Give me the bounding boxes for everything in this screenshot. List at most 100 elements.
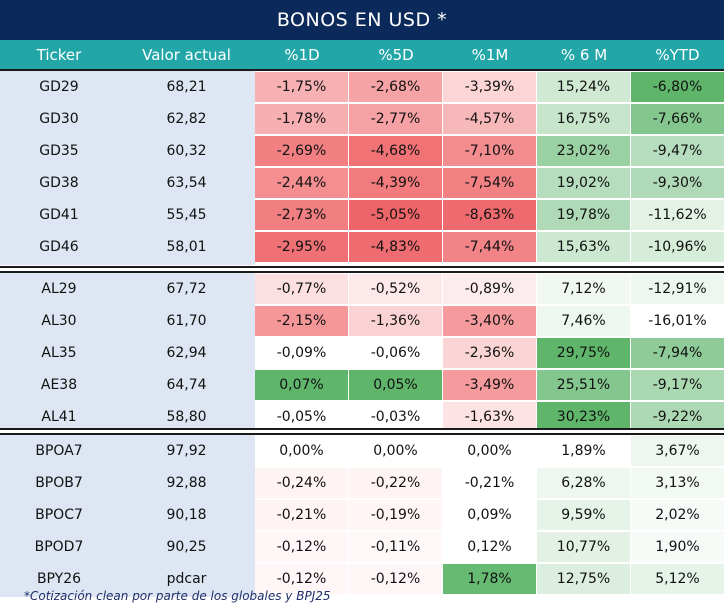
pct-5d-cell: -4,83% <box>349 232 442 262</box>
pct-6m-cell: 16,75% <box>537 104 630 134</box>
table-row: BPOD7 90,25 -0,12% -0,11% 0,12% 10,77% 1,90% <box>0 531 724 563</box>
table-row: BPOB7 92,88 -0,24% -0,22% -0,21% 6,28% 3,13% <box>0 467 724 499</box>
ticker-cell: BPY26 <box>36 571 82 587</box>
value-cell: 60,32 <box>166 143 207 159</box>
pct-1d-cell: 0,00% <box>255 436 348 466</box>
ticker-cell: GD41 <box>39 207 79 223</box>
pct-ytd-cell: 1,90% <box>631 532 724 562</box>
table-row: GD35 60,32 -2,69% -4,68% -7,10% 23,02% -9,47% <box>0 135 724 167</box>
ticker-cell: AL35 <box>41 345 77 361</box>
value-cell: 64,74 <box>166 377 207 393</box>
ticker-cell: BPOA7 <box>35 443 83 459</box>
pct-6m-cell: 15,24% <box>537 72 630 102</box>
pct-ytd-cell: -16,01% <box>631 306 724 336</box>
table-row: AL29 67,72 -0,77% -0,52% -0,89% 7,12% -12,91% <box>0 273 724 305</box>
table-row: AL35 62,94 -0,09% -0,06% -2,36% 29,75% -7,94% <box>0 337 724 369</box>
value-cell: 61,70 <box>166 313 207 329</box>
value-cell: 67,72 <box>166 281 207 297</box>
pct-ytd-cell: -9,17% <box>631 370 724 400</box>
ticker-cell: GD46 <box>39 239 79 255</box>
table-row: AE38 64,74 0,07% 0,05% -3,49% 25,51% -9,17% <box>0 369 724 401</box>
pct-6m-cell: 29,75% <box>537 338 630 368</box>
pct-6m-cell: 1,89% <box>537 436 630 466</box>
value-cell: 63,54 <box>166 175 207 191</box>
pct-1d-cell: -0,77% <box>255 274 348 304</box>
pct-1d-cell: -2,44% <box>255 168 348 198</box>
ticker-cell: GD29 <box>39 79 79 95</box>
header-6m: % 6 M <box>560 45 608 64</box>
pct-ytd-cell: 2,02% <box>631 500 724 530</box>
header-1m: %1M <box>471 45 509 64</box>
pct-1m-cell: -7,54% <box>443 168 536 198</box>
pct-5d-cell: -2,68% <box>349 72 442 102</box>
value-cell: pdcar <box>166 571 207 587</box>
value-cell: 90,25 <box>166 539 207 555</box>
header-ytd: %YTD <box>655 45 700 64</box>
pct-1m-cell: 0,12% <box>443 532 536 562</box>
value-cell: 68,21 <box>166 79 207 95</box>
pct-5d-cell: -0,19% <box>349 500 442 530</box>
pct-ytd-cell: 5,12% <box>631 564 724 594</box>
table-row: GD46 58,01 -2,95% -4,83% -7,44% 15,63% -10,96% <box>0 231 724 263</box>
value-cell: 62,94 <box>166 345 207 361</box>
pct-1d-cell: -2,15% <box>255 306 348 336</box>
pct-5d-cell: -0,12% <box>349 564 442 594</box>
value-cell: 90,18 <box>166 507 207 523</box>
table-row: GD38 63,54 -2,44% -4,39% -7,54% 19,02% -9,30% <box>0 167 724 199</box>
table-row: BPOA7 97,92 0,00% 0,00% 0,00% 1,89% 3,67% <box>0 435 724 467</box>
table-row: GD30 62,82 -1,78% -2,77% -4,57% 16,75% -7,66% <box>0 103 724 135</box>
ticker-cell: AE38 <box>40 377 78 393</box>
pct-1d-cell: -0,05% <box>255 402 348 432</box>
table-header: Ticker Valor actual %1D %5D %1M % 6 M %Y… <box>0 40 724 71</box>
pct-ytd-cell: -11,62% <box>631 200 724 230</box>
pct-5d-cell: -0,52% <box>349 274 442 304</box>
pct-5d-cell: -0,06% <box>349 338 442 368</box>
pct-1m-cell: 0,00% <box>443 436 536 466</box>
pct-5d-cell: -2,77% <box>349 104 442 134</box>
ticker-cell: AL30 <box>41 313 77 329</box>
pct-1m-cell: -7,10% <box>443 136 536 166</box>
pct-ytd-cell: -7,94% <box>631 338 724 368</box>
pct-1d-cell: -0,12% <box>255 564 348 594</box>
pct-1m-cell: -1,63% <box>443 402 536 432</box>
table-title: BONOS EN USD * <box>0 0 724 40</box>
pct-6m-cell: 7,12% <box>537 274 630 304</box>
value-cell: 58,01 <box>166 239 207 255</box>
pct-6m-cell: 19,02% <box>537 168 630 198</box>
pct-ytd-cell: 3,67% <box>631 436 724 466</box>
pct-ytd-cell: 3,13% <box>631 468 724 498</box>
value-cell: 55,45 <box>166 207 207 223</box>
pct-5d-cell: -5,05% <box>349 200 442 230</box>
pct-1d-cell: -1,78% <box>255 104 348 134</box>
ticker-column-background <box>0 273 255 435</box>
ticker-cell: BPOD7 <box>34 539 84 555</box>
pct-5d-cell: -0,11% <box>349 532 442 562</box>
pct-1d-cell: -2,69% <box>255 136 348 166</box>
pct-1d-cell: -1,75% <box>255 72 348 102</box>
pct-1m-cell: -3,39% <box>443 72 536 102</box>
pct-6m-cell: 10,77% <box>537 532 630 562</box>
pct-1m-cell: -3,40% <box>443 306 536 336</box>
pct-ytd-cell: -7,66% <box>631 104 724 134</box>
pct-ytd-cell: -6,80% <box>631 72 724 102</box>
pct-1m-cell: -4,57% <box>443 104 536 134</box>
pct-ytd-cell: -9,22% <box>631 402 724 432</box>
pct-1m-cell: 0,09% <box>443 500 536 530</box>
pct-5d-cell: -0,22% <box>349 468 442 498</box>
table-row: GD29 68,21 -1,75% -2,68% -3,39% 15,24% -6,80% <box>0 71 724 103</box>
pct-1m-cell: -2,36% <box>443 338 536 368</box>
value-cell: 92,88 <box>166 475 207 491</box>
pct-1m-cell: -3,49% <box>443 370 536 400</box>
table-row: AL41 58,80 -0,05% -0,03% -1,63% 30,23% -9,22% <box>0 401 724 433</box>
pct-5d-cell: -4,39% <box>349 168 442 198</box>
value-cell: 58,80 <box>166 409 207 425</box>
table-row: BPOC7 90,18 -0,21% -0,19% 0,09% 9,59% 2,02% <box>0 499 724 531</box>
footnote: *Cotización clean por parte de los globa… <box>24 589 331 603</box>
pct-6m-cell: 6,28% <box>537 468 630 498</box>
pct-6m-cell: 30,23% <box>537 402 630 432</box>
pct-1d-cell: 0,07% <box>255 370 348 400</box>
pct-6m-cell: 25,51% <box>537 370 630 400</box>
ticker-cell: BPOB7 <box>35 475 83 491</box>
ticker-cell: GD38 <box>39 175 79 191</box>
pct-1d-cell: -0,09% <box>255 338 348 368</box>
